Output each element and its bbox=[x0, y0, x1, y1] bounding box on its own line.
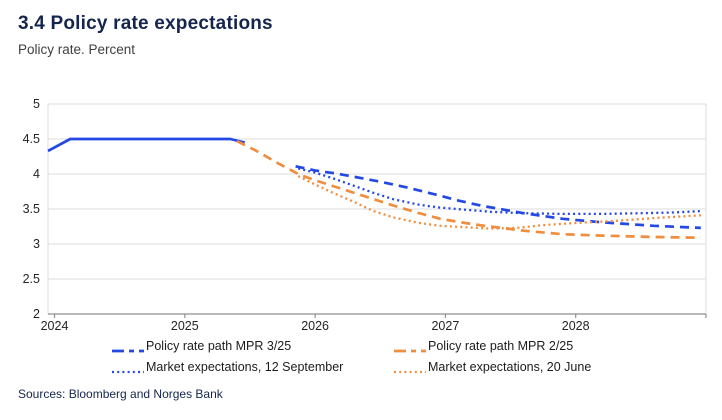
legend-swatch-orange-dashed bbox=[394, 343, 426, 353]
legend-label: Market expectations, 20 June bbox=[428, 360, 592, 374]
series-line-1 bbox=[295, 164, 701, 230]
x-tick-label: 2026 bbox=[301, 319, 329, 333]
y-tick-label: 2 bbox=[33, 307, 40, 321]
x-tick-label: 2024 bbox=[41, 319, 69, 333]
legend-item-market-20-june: Market expectations, 20 June bbox=[394, 360, 591, 374]
y-tick-label: 2.5 bbox=[23, 272, 40, 286]
chart-legend: Policy rate path MPR 3/25 Policy rate pa… bbox=[112, 339, 591, 374]
legend-label: Policy rate path MPR 2/25 bbox=[428, 339, 574, 353]
legend-label: Market expectations, 12 September bbox=[146, 360, 344, 374]
series-line-0 bbox=[47, 137, 246, 153]
legend-swatch-orange-dotted bbox=[394, 364, 426, 374]
series-line-3 bbox=[297, 167, 701, 216]
y-tick-label: 4.5 bbox=[23, 132, 40, 146]
chart-subtitle: Policy rate. Percent bbox=[18, 42, 136, 57]
y-tick-label: 3 bbox=[33, 237, 40, 251]
series-line-2 bbox=[236, 139, 701, 240]
y-tick-label: 5 bbox=[33, 97, 40, 111]
legend-swatch-blue-dotted bbox=[112, 364, 144, 374]
x-tick-label: 2028 bbox=[562, 319, 590, 333]
x-tick-label: 2027 bbox=[431, 319, 459, 333]
legend-swatch-blue-dashed bbox=[112, 343, 144, 353]
x-tick-label: 2025 bbox=[171, 319, 199, 333]
legend-item-market-12-september: Market expectations, 12 September bbox=[112, 360, 394, 374]
series-line-4 bbox=[297, 175, 701, 230]
legend-label: Policy rate path MPR 3/25 bbox=[146, 339, 292, 353]
chart-title: 3.4 Policy rate expectations bbox=[18, 13, 273, 34]
legend-item-mpr-3-25: Policy rate path MPR 3/25 bbox=[112, 339, 394, 353]
legend-item-mpr-2-25: Policy rate path MPR 2/25 bbox=[394, 339, 591, 353]
y-tick-label: 3.5 bbox=[23, 202, 40, 216]
sources-note: Sources: Bloomberg and Norges Bank bbox=[18, 387, 223, 401]
y-tick-label: 4 bbox=[33, 167, 40, 181]
